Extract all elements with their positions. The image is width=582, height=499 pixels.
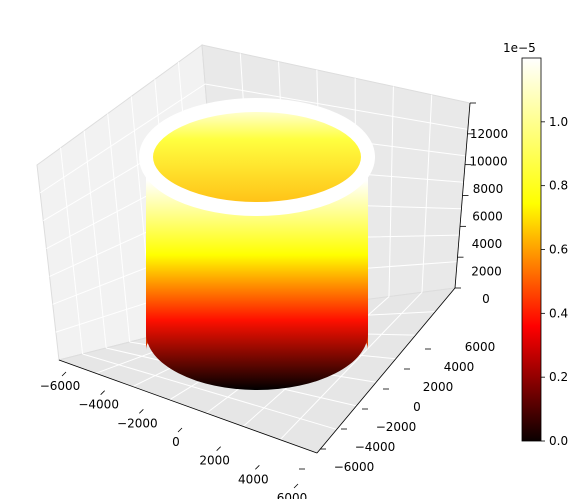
x-tick-label: −6000 bbox=[40, 379, 81, 393]
x-tick-label: 6000 bbox=[277, 491, 308, 499]
x-tick-mark bbox=[216, 446, 221, 451]
x-tick-mark bbox=[177, 427, 183, 433]
colorbar-ticks: 0.0 0.2 0.4 0.6 0.8 1.0 bbox=[541, 115, 568, 448]
cylinder-rim bbox=[139, 98, 375, 216]
gridline bbox=[421, 94, 433, 293]
x-tick-label: 2000 bbox=[199, 454, 230, 468]
gridline bbox=[279, 291, 423, 441]
x-tick-label: 4000 bbox=[238, 472, 269, 486]
x-tick-mark bbox=[255, 465, 260, 470]
x-tick-mark bbox=[61, 371, 67, 377]
y-tick-label: 0 bbox=[413, 400, 421, 414]
colorbar-tick-label: 0.2 bbox=[549, 370, 568, 384]
colorbar-tick-label: 0.0 bbox=[549, 434, 568, 448]
colorbar-tick-label: 0.6 bbox=[549, 243, 568, 257]
colorbar-offset-label: 1e−5 bbox=[503, 41, 536, 55]
colorbar-tick-label: 1.0 bbox=[549, 115, 568, 129]
x-tick-mark bbox=[139, 409, 144, 414]
cylinder-outer-wall bbox=[146, 157, 368, 390]
y-tick-label: 4000 bbox=[444, 360, 475, 374]
gridline bbox=[83, 130, 107, 349]
x-tick-label: −4000 bbox=[78, 398, 119, 412]
x-axis-line bbox=[58, 359, 318, 454]
y-tick-label: −2000 bbox=[376, 420, 417, 434]
colorbar-tick-label: 0.4 bbox=[549, 306, 568, 320]
z-tick-label: 6000 bbox=[472, 210, 503, 224]
z-axis-ticks: 0 2000 4000 6000 8000 10000 12000 bbox=[454, 102, 508, 306]
x-tick-label: −2000 bbox=[117, 416, 158, 430]
x-axis-ticks: −6000 −4000 −2000 0 2000 4000 6000 bbox=[40, 359, 318, 499]
colorbar-tick-label: 0.8 bbox=[549, 179, 568, 193]
y-tick-label: −4000 bbox=[355, 440, 396, 454]
z-tick-label: 2000 bbox=[471, 265, 502, 279]
gridline bbox=[82, 353, 337, 430]
y-tick-label: 6000 bbox=[465, 340, 496, 354]
gridline bbox=[60, 147, 84, 355]
gridline bbox=[107, 113, 131, 343]
gridline bbox=[39, 83, 468, 194]
y-axis-line bbox=[316, 287, 456, 454]
z-tick-label: 12000 bbox=[470, 127, 508, 141]
x-tick-mark bbox=[293, 483, 299, 489]
x-tick-mark bbox=[100, 390, 105, 395]
cylinder-surface bbox=[139, 98, 375, 390]
y-tick-label: 2000 bbox=[423, 380, 454, 394]
colorbar: 1e−5 0.0 0.2 0.4 0.6 0.8 1.0 bbox=[503, 41, 568, 448]
z-tick-label: 0 bbox=[482, 292, 490, 306]
colorbar-gradient bbox=[521, 57, 542, 442]
z-tick-label: 8000 bbox=[473, 182, 504, 196]
x-tick-label: 0 bbox=[172, 435, 180, 449]
z-tick-label: 4000 bbox=[472, 237, 503, 251]
y-tick-label: −6000 bbox=[334, 460, 375, 474]
gridline bbox=[388, 86, 394, 297]
z-tick-label: 10000 bbox=[469, 155, 507, 169]
